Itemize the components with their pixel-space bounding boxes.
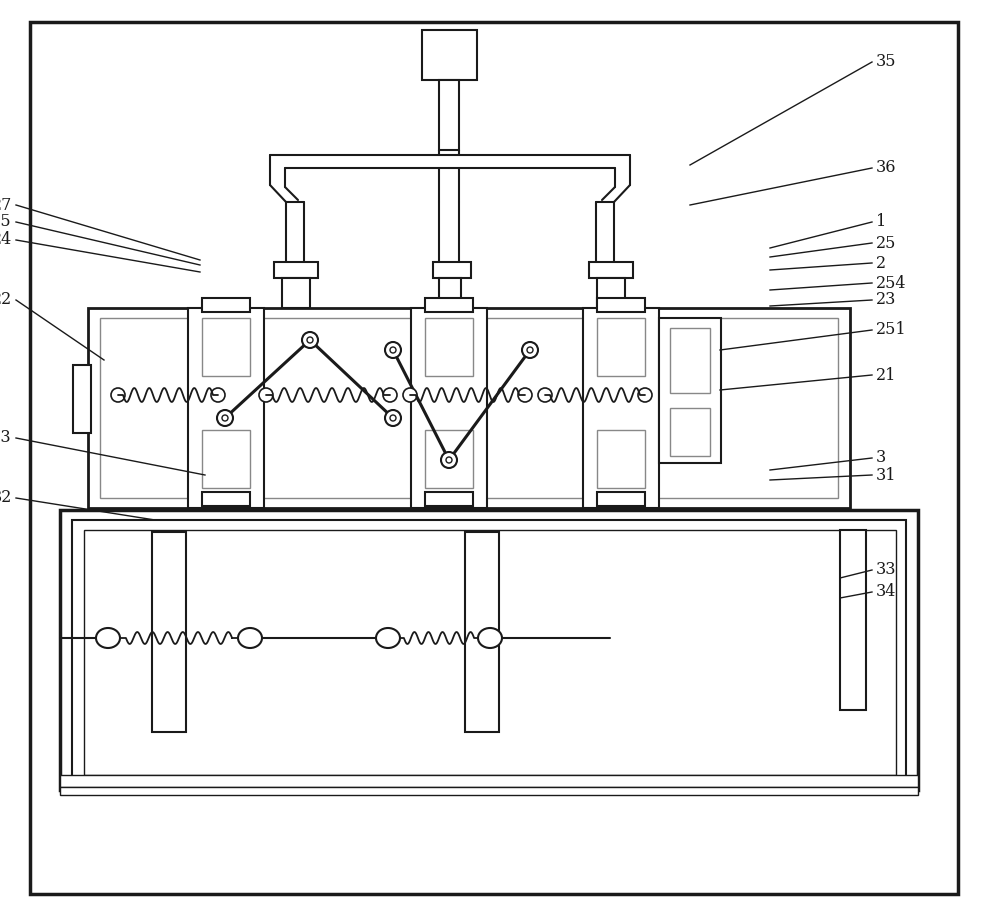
Bar <box>422 30 477 80</box>
Circle shape <box>385 410 401 426</box>
Text: 1: 1 <box>876 214 886 230</box>
Bar <box>72 520 906 780</box>
Ellipse shape <box>638 388 652 402</box>
Ellipse shape <box>518 388 532 402</box>
Text: 251: 251 <box>876 321 907 339</box>
Bar <box>597 430 645 488</box>
Bar <box>433 262 471 278</box>
Ellipse shape <box>478 628 502 648</box>
Bar <box>84 530 896 775</box>
Ellipse shape <box>376 628 400 648</box>
Circle shape <box>441 452 457 468</box>
Bar <box>100 318 838 498</box>
Bar <box>597 492 645 506</box>
Bar <box>202 318 250 376</box>
Bar <box>425 430 473 488</box>
Bar <box>411 308 487 508</box>
Ellipse shape <box>538 388 552 402</box>
Text: 254: 254 <box>876 274 906 292</box>
Bar <box>583 308 659 508</box>
Circle shape <box>217 410 233 426</box>
Text: 2: 2 <box>876 254 886 272</box>
Bar <box>202 298 250 312</box>
Bar <box>439 80 459 150</box>
Text: 255: 255 <box>0 214 12 230</box>
Ellipse shape <box>403 388 417 402</box>
Circle shape <box>522 342 538 358</box>
Bar <box>60 787 918 795</box>
Ellipse shape <box>111 388 125 402</box>
Text: 253: 253 <box>0 430 12 446</box>
Bar <box>152 532 186 732</box>
Text: 23: 23 <box>876 292 896 308</box>
Bar <box>425 492 473 506</box>
Text: 32: 32 <box>0 489 12 507</box>
Bar <box>60 510 918 790</box>
Bar <box>282 278 310 308</box>
Text: 27: 27 <box>0 196 12 214</box>
Circle shape <box>390 415 396 421</box>
Bar <box>202 492 250 506</box>
Bar <box>188 308 264 508</box>
Circle shape <box>302 332 318 348</box>
Bar <box>60 775 918 787</box>
Text: 35: 35 <box>876 53 896 71</box>
Text: 3: 3 <box>876 450 886 466</box>
Circle shape <box>385 342 401 358</box>
Circle shape <box>222 415 228 421</box>
Bar <box>73 365 91 433</box>
Bar <box>202 430 250 488</box>
Text: 34: 34 <box>876 584 896 600</box>
Bar <box>670 408 710 456</box>
Bar <box>597 278 625 308</box>
Bar <box>840 530 866 710</box>
Circle shape <box>446 457 452 463</box>
Text: 33: 33 <box>876 562 896 578</box>
Bar <box>425 298 473 312</box>
Text: 24: 24 <box>0 231 12 249</box>
Bar <box>670 328 710 393</box>
Circle shape <box>527 347 533 353</box>
Bar <box>439 278 461 308</box>
Bar <box>88 308 850 508</box>
Ellipse shape <box>96 628 120 648</box>
Text: 21: 21 <box>876 366 896 384</box>
Text: 22: 22 <box>0 292 12 308</box>
Circle shape <box>390 347 396 353</box>
Bar <box>597 298 645 312</box>
Ellipse shape <box>259 388 273 402</box>
Ellipse shape <box>211 388 225 402</box>
Ellipse shape <box>238 628 262 648</box>
Bar <box>597 318 645 376</box>
Bar <box>659 318 721 463</box>
Circle shape <box>307 337 313 343</box>
Text: 25: 25 <box>876 234 896 252</box>
Bar <box>425 318 473 376</box>
Text: 36: 36 <box>876 160 896 176</box>
Ellipse shape <box>383 388 397 402</box>
Text: 31: 31 <box>876 466 896 484</box>
Bar <box>274 262 318 278</box>
Bar <box>465 532 499 732</box>
Bar <box>589 262 633 278</box>
